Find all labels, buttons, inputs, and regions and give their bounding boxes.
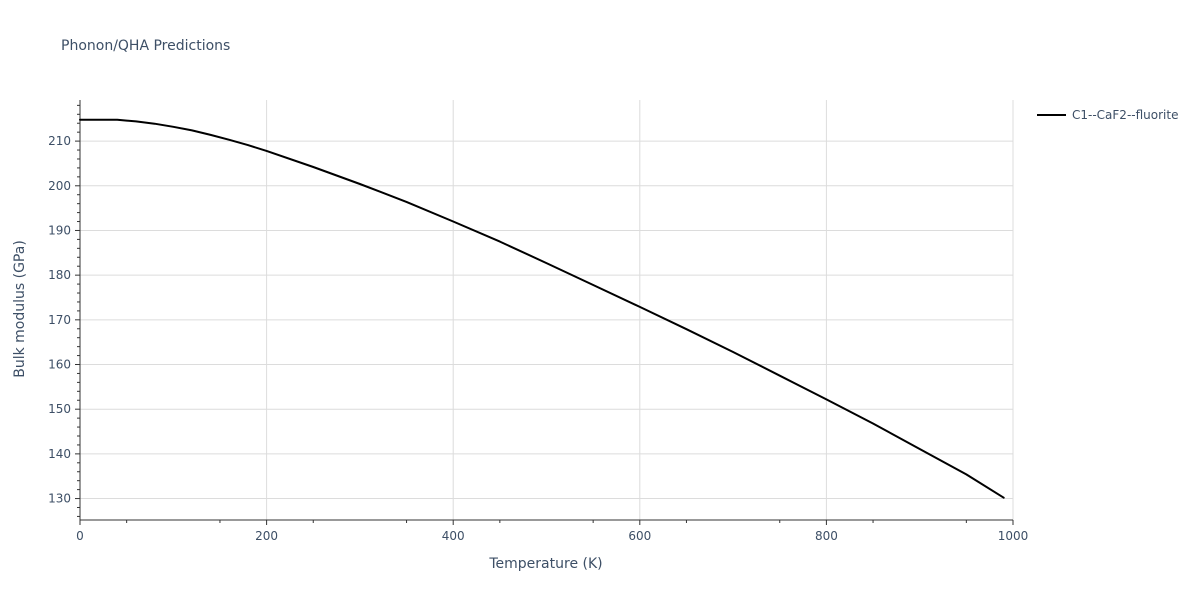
y-axis-title: Bulk modulus (GPa): [12, 240, 28, 378]
x-tick-label: 0: [76, 529, 84, 543]
y-tick-label: 130: [48, 492, 71, 506]
plot-area: [79, 118, 1005, 499]
legend[interactable]: C1--CaF2--fluorite: [1037, 108, 1178, 122]
x-tick-label: 200: [255, 529, 278, 543]
y-tick-label: 200: [48, 179, 71, 193]
x-axis: 0 200 400 600 800 1000: [76, 520, 1028, 543]
grid: [80, 100, 1014, 520]
y-tick-label: 140: [48, 447, 71, 461]
y-tick-label: 210: [48, 134, 71, 148]
x-tick-label: 800: [815, 529, 838, 543]
y-tick-label: 180: [48, 268, 71, 282]
chart-title: Phonon/QHA Predictions: [61, 38, 230, 54]
x-tick-label: 400: [442, 529, 465, 543]
series-line: [79, 118, 1005, 499]
y-tick-label: 190: [48, 223, 71, 237]
x-tick-label: 1000: [998, 529, 1029, 543]
y-axis: 130 140 150 160 170 180 190 200 210: [48, 104, 80, 517]
y-tick-label: 170: [48, 313, 71, 327]
y-tick-label: 160: [48, 358, 71, 372]
x-axis-title: Temperature (K): [488, 556, 602, 572]
x-tick-label: 600: [628, 529, 651, 543]
legend-label: C1--CaF2--fluorite: [1072, 108, 1178, 122]
y-tick-label: 150: [48, 402, 71, 416]
